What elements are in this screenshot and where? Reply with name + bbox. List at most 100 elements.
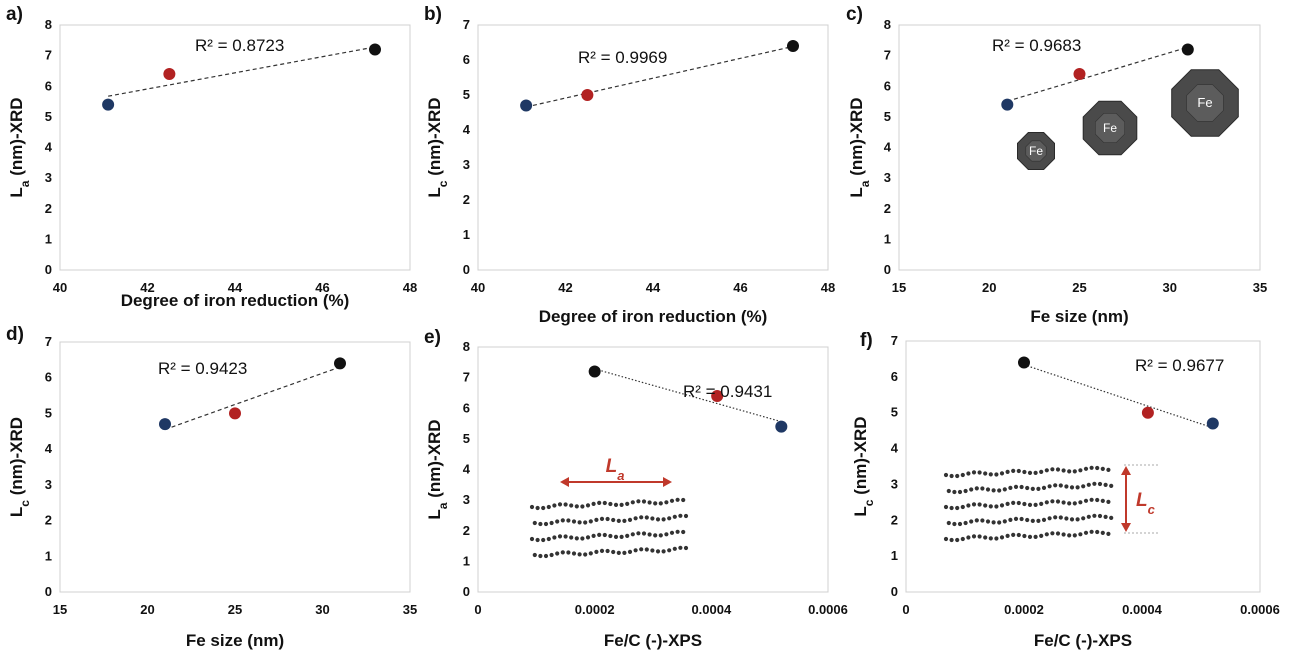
carbon-atom [555, 551, 560, 556]
chart-panel-f: f) 0 1 2 3 4 5 6 7 0 0.0002 0.0004 0.0006 Fe/C (-)-XP… [851, 330, 1280, 650]
carbon-atom [994, 536, 999, 541]
carbon-atom [1092, 513, 1097, 518]
carbon-atom [529, 536, 535, 542]
carbon-atom [622, 518, 627, 524]
carbon-atom [641, 499, 647, 504]
carbon-atom [639, 547, 644, 552]
carbon-atom [630, 532, 635, 537]
carbon-atom [560, 550, 565, 555]
y-tick-label: 1 [45, 548, 52, 563]
y-tick-label: 0 [891, 584, 898, 599]
carbon-atom [1039, 469, 1044, 474]
y-axis-title-sub: c [436, 180, 450, 187]
carbon-atom [597, 500, 602, 505]
y-tick-label: 2 [45, 513, 52, 528]
trend-line [525, 45, 794, 108]
carbon-atom [1061, 468, 1066, 473]
carbon-atom [627, 549, 633, 555]
carbon-atom [946, 520, 951, 526]
carbon-atom [997, 488, 1002, 493]
carbon-atom [616, 550, 621, 556]
carbon-atom [1061, 500, 1066, 505]
carbon-atom [664, 500, 669, 505]
y-axis-title-main: L [847, 187, 866, 197]
plot-frame [477, 24, 829, 271]
carbon-atom [661, 517, 666, 522]
carbon-atom [549, 552, 554, 558]
data-point [1181, 43, 1194, 56]
carbon-atom [960, 536, 965, 542]
x-axis-title: Fe size (nm) [1030, 307, 1128, 326]
carbon-atom [983, 503, 988, 508]
carbon-atom [577, 552, 582, 557]
carbon-atom [655, 517, 661, 522]
x-tick-label: 42 [140, 280, 154, 295]
carbon-atom [1086, 514, 1091, 519]
carbon-atom [1083, 530, 1089, 535]
carbon-atom [1089, 465, 1094, 470]
y-tick-label: 0 [463, 262, 470, 277]
carbon-atom [599, 516, 605, 522]
carbon-atom [605, 516, 610, 522]
x-tick-label: 0.0002 [575, 602, 615, 617]
carbon-atom [1106, 531, 1111, 537]
carbon-atom [569, 503, 574, 508]
x-tick-label: 40 [53, 280, 67, 295]
carbon-atom [650, 516, 655, 521]
x-tick-label: 48 [403, 280, 417, 295]
carbon-atom [949, 537, 954, 543]
x-tick-label: 0.0006 [1240, 602, 1280, 617]
panel-label: e) [424, 327, 441, 348]
y-tick-label: 6 [884, 78, 891, 93]
y-axis-title: La (nm)-XRD [7, 97, 32, 197]
carbon-atom [1109, 483, 1114, 488]
r-squared-label: R² = 0.9683 [992, 36, 1081, 55]
x-tick-label: 0.0006 [808, 602, 848, 617]
carbon-atom [1100, 530, 1105, 536]
carbon-atom [653, 501, 658, 506]
carbon-atom [636, 499, 641, 504]
y-tick-label: 4 [884, 140, 892, 155]
carbon-atom [1013, 484, 1019, 489]
carbon-atom [985, 519, 991, 524]
data-point [1073, 68, 1086, 80]
carbon-atom [949, 473, 954, 479]
fe-particle-label: Fe [1103, 121, 1117, 135]
carbon-atom [985, 487, 991, 492]
la-arrow-head-right [663, 477, 672, 487]
carbon-atom [672, 514, 677, 519]
chart-panel-b: b) 0 1 2 3 4 5 6 7 40 42 44 46 48 Degree of iron reduc… [424, 4, 835, 326]
carbon-atom [1055, 499, 1061, 504]
carbon-atom [644, 547, 649, 552]
y-tick-label: 8 [884, 17, 891, 32]
carbon-atom [1005, 501, 1010, 506]
carbon-atom [1027, 502, 1033, 507]
data-point [159, 418, 171, 431]
x-tick-label: 15 [892, 280, 906, 295]
carbon-atom [597, 532, 602, 538]
data-point [520, 99, 533, 112]
y-tick-label: 8 [45, 17, 52, 32]
lc-inset-label-sub: c [1148, 502, 1156, 517]
carbon-atom [535, 505, 540, 511]
data-point [588, 365, 601, 378]
carbon-atom [971, 470, 977, 475]
y-tick-label: 5 [884, 109, 891, 124]
y-tick-label: 7 [45, 334, 52, 349]
carbon-atom [667, 548, 672, 553]
carbon-atom [546, 504, 551, 510]
panel-label: a) [6, 4, 23, 25]
carbon-atom [963, 520, 968, 526]
carbon-atom [658, 501, 663, 506]
carbon-atom [1002, 519, 1007, 524]
x-tick-label: 0.0004 [1122, 602, 1163, 617]
carbon-atom [1008, 517, 1013, 523]
r-squared-label: R² = 0.9969 [578, 48, 667, 67]
carbon-atom [1016, 500, 1021, 506]
carbon-atom [1072, 533, 1077, 538]
carbon-atom [644, 515, 649, 520]
carbon-atom [1069, 517, 1075, 522]
carbon-atom [574, 536, 579, 541]
y-tick-label: 1 [884, 231, 891, 246]
y-axis-title: Lc (nm)-XRD [425, 97, 450, 197]
